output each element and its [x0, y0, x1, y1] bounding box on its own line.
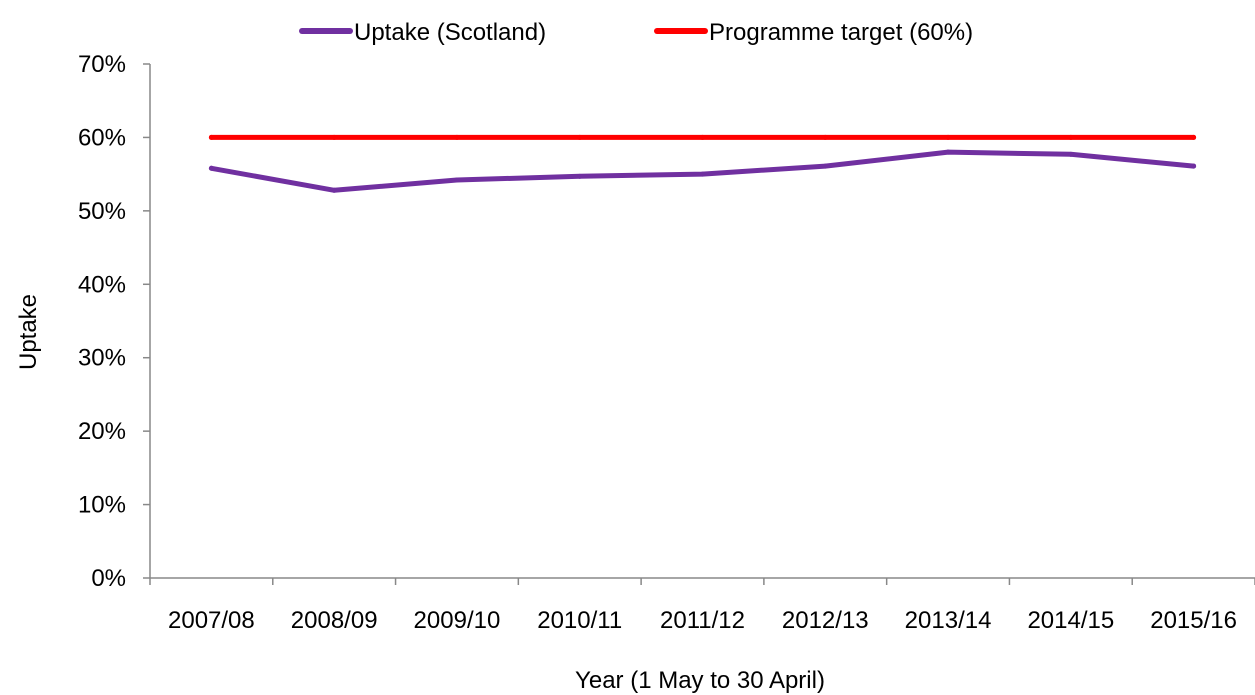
series-point: [454, 134, 460, 140]
x-axis: 2007/08 2008/09 2009/10 2010/11 2011/12 2012/…: [149, 577, 1255, 634]
series-point: [700, 134, 705, 140]
y-tick-label: 20%: [78, 418, 126, 445]
legend-label: Uptake (Scotland): [354, 19, 546, 46]
series-point: [822, 134, 828, 140]
series-point: [208, 165, 214, 171]
y-tick-label: 30%: [78, 345, 126, 372]
y-tick-label: 70%: [78, 51, 126, 78]
legend-label: Programme target (60%): [709, 19, 973, 46]
x-tick-label: 2011/12: [660, 607, 745, 634]
series-layer: [208, 134, 1197, 193]
y-axis-title: Uptake: [15, 294, 42, 370]
series-point: [1068, 151, 1074, 157]
x-tick-label: 2015/16: [1150, 607, 1237, 634]
x-tick-label: 2014/15: [1027, 607, 1114, 634]
series-point: [1068, 134, 1074, 140]
series-point: [331, 134, 337, 140]
series-point: [945, 134, 951, 140]
series-point: [454, 177, 460, 183]
series-point: [822, 163, 828, 169]
series-line: [208, 149, 1197, 193]
y-tick-label: 0%: [91, 565, 126, 592]
y-tick-label: 10%: [78, 492, 126, 519]
x-tick-label: 2009/10: [414, 607, 501, 634]
series-point: [1191, 134, 1197, 140]
legend: Uptake (Scotland) Programme target (60%): [299, 19, 973, 46]
series-point: [208, 134, 214, 140]
x-tick-label: 2012/13: [782, 607, 869, 634]
series-point: [700, 171, 705, 177]
y-tick-label: 50%: [78, 198, 126, 225]
x-tick-label: 2007/08: [168, 607, 255, 634]
x-tick-label: 2013/14: [905, 607, 992, 634]
x-tick-label: 2010/11: [537, 607, 622, 634]
y-tick-label: 60%: [78, 124, 126, 151]
x-axis-title: Year (1 May to 30 April): [575, 667, 825, 694]
x-tick-label: 2008/09: [291, 607, 378, 634]
series-point: [577, 134, 583, 140]
series-point: [945, 149, 951, 155]
y-tick-label: 40%: [78, 271, 126, 298]
series-point: [1191, 163, 1197, 169]
y-axis: 0% 10% 20% 30% 40% 50% 60% 70%: [78, 51, 151, 592]
series-point: [331, 187, 337, 193]
series-point: [577, 173, 583, 179]
